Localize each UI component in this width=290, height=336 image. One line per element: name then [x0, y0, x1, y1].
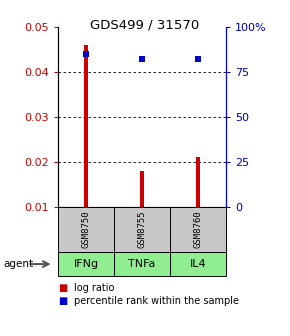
Text: percentile rank within the sample: percentile rank within the sample: [74, 296, 239, 306]
Bar: [84, 45, 88, 207]
Text: agent: agent: [3, 259, 33, 269]
Text: GSM8750: GSM8750: [81, 211, 90, 248]
Text: IFNg: IFNg: [73, 259, 99, 269]
Bar: [140, 171, 144, 207]
Text: log ratio: log ratio: [74, 283, 114, 293]
Text: ■: ■: [58, 296, 67, 306]
Text: GSM8755: GSM8755: [137, 211, 147, 248]
Bar: [196, 157, 200, 207]
Text: ■: ■: [58, 283, 67, 293]
Text: TNFa: TNFa: [128, 259, 156, 269]
Text: IL4: IL4: [190, 259, 206, 269]
Text: GDS499 / 31570: GDS499 / 31570: [90, 18, 200, 32]
Text: GSM8760: GSM8760: [194, 211, 203, 248]
